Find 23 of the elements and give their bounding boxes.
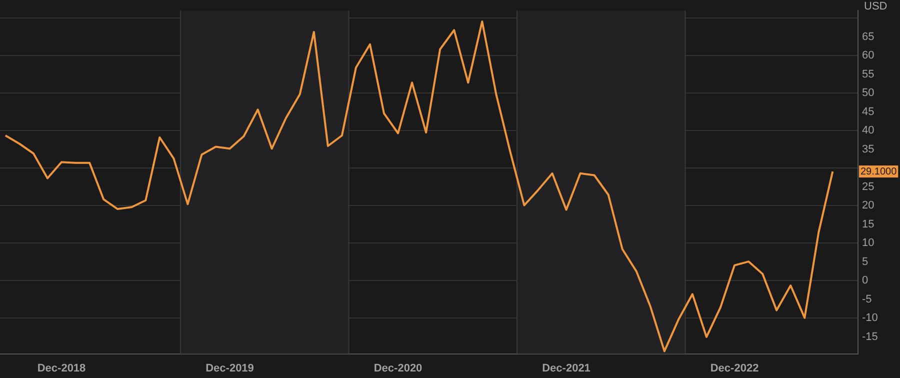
y-tick-label: -5 bbox=[862, 293, 872, 306]
y-tick-label: 60 bbox=[862, 50, 874, 62]
y-tick-label: 50 bbox=[862, 87, 874, 100]
y-tick-label: 15 bbox=[862, 218, 874, 230]
y-tick-label: 35 bbox=[862, 143, 874, 156]
x-tick-label: Dec-2018 bbox=[37, 362, 86, 374]
x-tick-label: Dec-2022 bbox=[710, 362, 759, 374]
y-tick-label: 45 bbox=[862, 106, 874, 118]
y-tick-label: 55 bbox=[862, 68, 874, 80]
y-tick-label: 5 bbox=[862, 256, 868, 268]
y-tick-label: -10 bbox=[862, 312, 878, 324]
annotation: 29.1000 bbox=[860, 166, 898, 178]
x-tick-label: Dec-2021 bbox=[542, 362, 590, 374]
x-tick-label: Dec-2020 bbox=[374, 362, 422, 374]
y-tick-label: 25 bbox=[862, 180, 874, 193]
y-tick-label: 0 bbox=[862, 274, 868, 287]
x-tick-label: Dec-2019 bbox=[206, 362, 254, 374]
y-tick-label: 65 bbox=[862, 30, 874, 43]
y-tick-label: 10 bbox=[862, 237, 874, 250]
y-axis-title: USD bbox=[864, 0, 888, 13]
y-tick-label: 20 bbox=[862, 200, 874, 212]
y-tick-label: -15 bbox=[862, 330, 878, 343]
y-tick-label: 40 bbox=[862, 124, 874, 137]
